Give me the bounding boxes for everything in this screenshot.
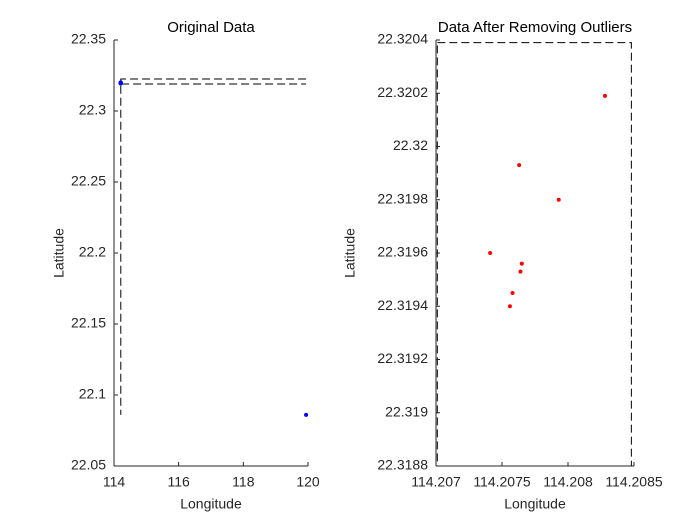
y-axis-label: Latitude [342,228,358,278]
y-tick-label: 22.05 [71,457,106,473]
x-tick-label: 120 [296,474,320,490]
y-tick-label: 22.3188 [377,457,428,473]
chart-title: Original Data [167,19,255,36]
y-axis-label: Latitude [51,228,67,278]
point [519,261,524,266]
x-tick-label: 114.207 [411,474,461,490]
y-tick-label: 22.35 [71,31,106,47]
y-tick-label: 22.3 [79,102,106,118]
y-tick-label: 22.319 [385,403,428,419]
y-tick-label: 22.3202 [377,84,428,100]
x-axis-label: Longitude [180,496,242,512]
y-tick-label: 22.3194 [377,297,428,313]
y-tick-label: 22.3196 [377,244,428,260]
x-tick-label: 114.208 [543,474,593,490]
y-tick-label: 22.2 [79,244,106,260]
point [118,81,123,86]
point [517,163,522,168]
y-tick-label: 22.1 [79,386,106,402]
y-tick-label: 22.3198 [377,190,428,206]
chart-title: Data After Removing Outliers [438,19,632,36]
y-tick-label: 22.3192 [377,350,428,366]
y-tick-label: 22.32 [393,137,428,153]
y-tick-label: 22.15 [71,315,106,331]
point [507,304,512,309]
y-tick-label: 22.25 [71,173,106,189]
point [602,93,607,98]
point [518,269,523,274]
x-tick-label: 116 [168,474,191,490]
x-tick-label: 114 [103,474,126,490]
point [488,251,493,255]
dashed-outline [120,78,307,415]
x-tick-label: 114.2075 [473,474,531,490]
x-tick-label: 114.2085 [605,474,663,490]
y-tick-label: 22.3204 [377,31,428,47]
point [304,412,309,417]
dashed-outline [436,42,632,467]
point [510,290,515,295]
x-tick-label: 118 [232,474,255,490]
x-axis-label: Longitude [504,496,566,512]
point [556,197,561,202]
